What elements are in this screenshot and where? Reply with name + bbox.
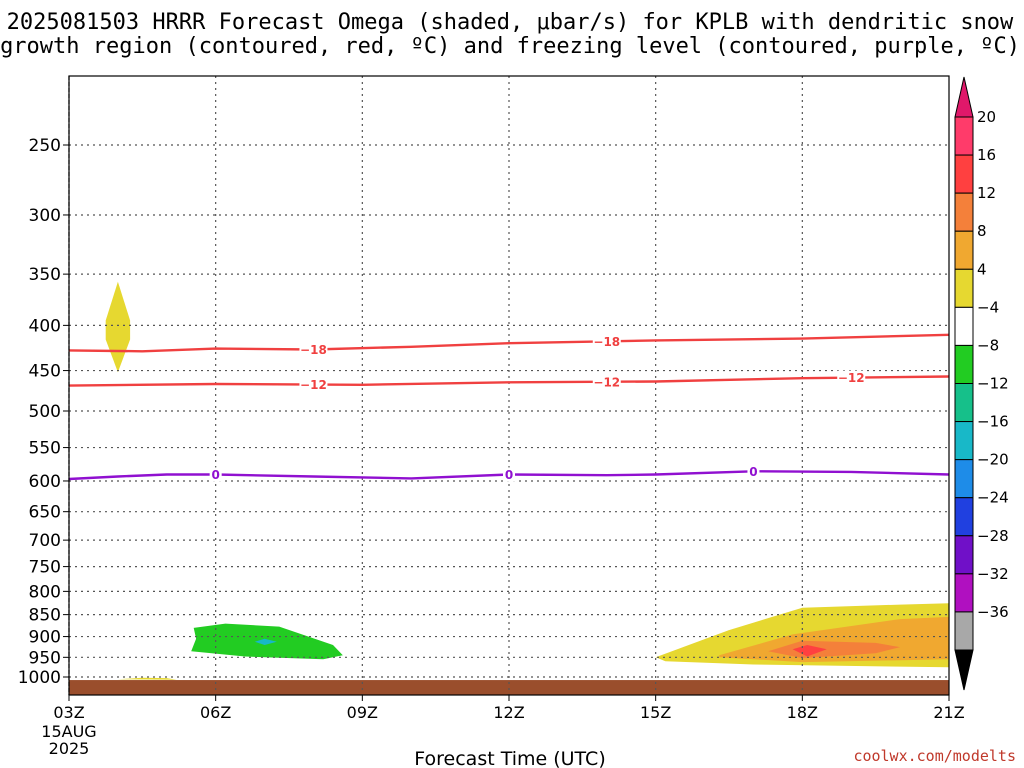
x-tick-label-03Z: 03Z (53, 703, 84, 722)
colorbar-segment-0 (954, 116, 974, 156)
contour-label--18-1: −18 (593, 335, 620, 349)
y-tick-label-450: 450 (29, 362, 61, 382)
title-line-1: 2025081503 HRRR Forecast Omega (shaded, … (7, 10, 1014, 35)
colorbar-segment-11 (954, 535, 974, 575)
y-tick-label-1000: 1000 (18, 668, 61, 688)
y-tick-label-700: 700 (29, 531, 61, 551)
colorbar-label-6: −8 (977, 336, 999, 354)
colorbar-label-3: 8 (977, 222, 987, 240)
contour-label--12-2: −12 (838, 371, 865, 385)
credit-text: coolwx.com/modelts (853, 747, 1016, 765)
grid-lines (69, 76, 949, 695)
x-axis-label: Forecast Time (UTC) (414, 748, 605, 768)
y-tick-label-600: 600 (29, 472, 61, 492)
colorbar-segment-8 (954, 421, 974, 461)
shaded-region-2 (254, 638, 277, 645)
colorbar-segment-4 (954, 268, 974, 308)
x-tick-label-09Z: 09Z (347, 703, 378, 722)
x-tick-label-18Z: 18Z (787, 703, 818, 722)
x-date-label-0: 15AUG (41, 722, 96, 741)
colorbar-label-1: 16 (977, 146, 996, 164)
colorbar-label-0: 20 (977, 108, 996, 126)
contour-label-bg--12-1 (592, 374, 621, 389)
plot-frame (68, 75, 950, 696)
x-tick-label-06Z: 06Z (200, 703, 231, 722)
colorbar-segment-9 (954, 459, 974, 499)
contour-label-bg--18-0 (299, 342, 328, 357)
colorbar-segment-13 (954, 611, 974, 651)
colorbar-label-11: −28 (977, 527, 1009, 545)
contour-label-bg--12-0 (299, 377, 328, 392)
shaded-region-0 (105, 281, 131, 373)
contour-label--18-0: −18 (300, 343, 327, 357)
colorbar-label-13: −36 (977, 603, 1009, 621)
y-tick-label-950: 950 (29, 648, 61, 668)
y-tick-label-500: 500 (29, 402, 61, 422)
contour-label-bg--12-2 (837, 370, 866, 385)
colorbar-segment-2 (954, 192, 974, 232)
axes: 2503003504004505005506006507007508008509… (18, 75, 965, 758)
colorbar-label-4: 4 (977, 260, 987, 278)
contour-label-bg-0-0 (209, 467, 222, 482)
contour-label-0-0: 0 (211, 468, 219, 482)
y-tick-label-800: 800 (29, 582, 61, 602)
x-tick-label-15Z: 15Z (640, 703, 671, 722)
shaded-region-5 (768, 640, 901, 659)
colorbar-label-5: −4 (977, 298, 999, 316)
x-tick-label-12Z: 12Z (493, 703, 524, 722)
contour-lines: −18 −18 −12 −12 −12 0 0 0 (68, 333, 950, 482)
contour-label-bg--18-1 (592, 334, 621, 349)
colorbar-segment-5 (954, 306, 974, 346)
contour-label--12-0: −12 (300, 378, 327, 392)
colorbar-segment-12 (954, 573, 974, 613)
y-tick-label-400: 400 (29, 316, 61, 336)
y-tick-label-850: 850 (29, 606, 61, 626)
contour-label-bg-0-1 (503, 467, 515, 482)
chart-title: 2025081503 HRRR Forecast Omega (shaded, … (0, 10, 1020, 59)
contour-label-0-2: 0 (749, 465, 757, 479)
shaded-region-6 (792, 645, 827, 657)
colorbar-label-7: −12 (977, 375, 1009, 393)
contour-line--18 (68, 333, 950, 353)
x-date-label-1: 2025 (49, 739, 90, 758)
colorbar-segment-3 (954, 230, 974, 270)
ground-surface (69, 680, 949, 695)
y-tick-label-250: 250 (29, 136, 61, 156)
colorbar-bottom-arrow (954, 649, 974, 691)
colorbar-segment-6 (954, 344, 974, 384)
contour-label-0-1: 0 (505, 468, 513, 482)
shaded-region-7 (117, 677, 177, 680)
colorbar-top-arrow (954, 76, 974, 118)
title-line-2: growth region (contoured, red, ºC) and f… (0, 34, 1020, 59)
colorbar-label-8: −16 (977, 413, 1009, 431)
y-tick-label-300: 300 (29, 206, 61, 226)
contour-label-bg-0-2 (747, 464, 760, 479)
colorbar-label-2: 12 (977, 184, 996, 202)
colorbar-segment-10 (954, 497, 974, 537)
colorbar-segment-7 (954, 383, 974, 423)
colorbar: 20 16 12 8 4 −4 −8 −12 −16 −20 −24 −28 −32 −36 (954, 76, 1009, 691)
colorbar-label-10: −24 (977, 489, 1009, 507)
contour-line-0 (68, 470, 950, 481)
contour-line--12 (68, 375, 950, 387)
contour-label--12-1: −12 (593, 375, 620, 389)
x-tick-label-21Z: 21Z (933, 703, 964, 722)
colorbar-segment-1 (954, 154, 974, 194)
y-tick-label-650: 650 (29, 503, 61, 523)
y-tick-label-750: 750 (29, 558, 61, 578)
colorbar-label-9: −20 (977, 451, 1009, 469)
y-tick-label-900: 900 (29, 628, 61, 648)
colorbar-label-12: −32 (977, 565, 1009, 583)
y-tick-label-550: 550 (29, 439, 61, 459)
y-tick-label-350: 350 (29, 265, 61, 285)
